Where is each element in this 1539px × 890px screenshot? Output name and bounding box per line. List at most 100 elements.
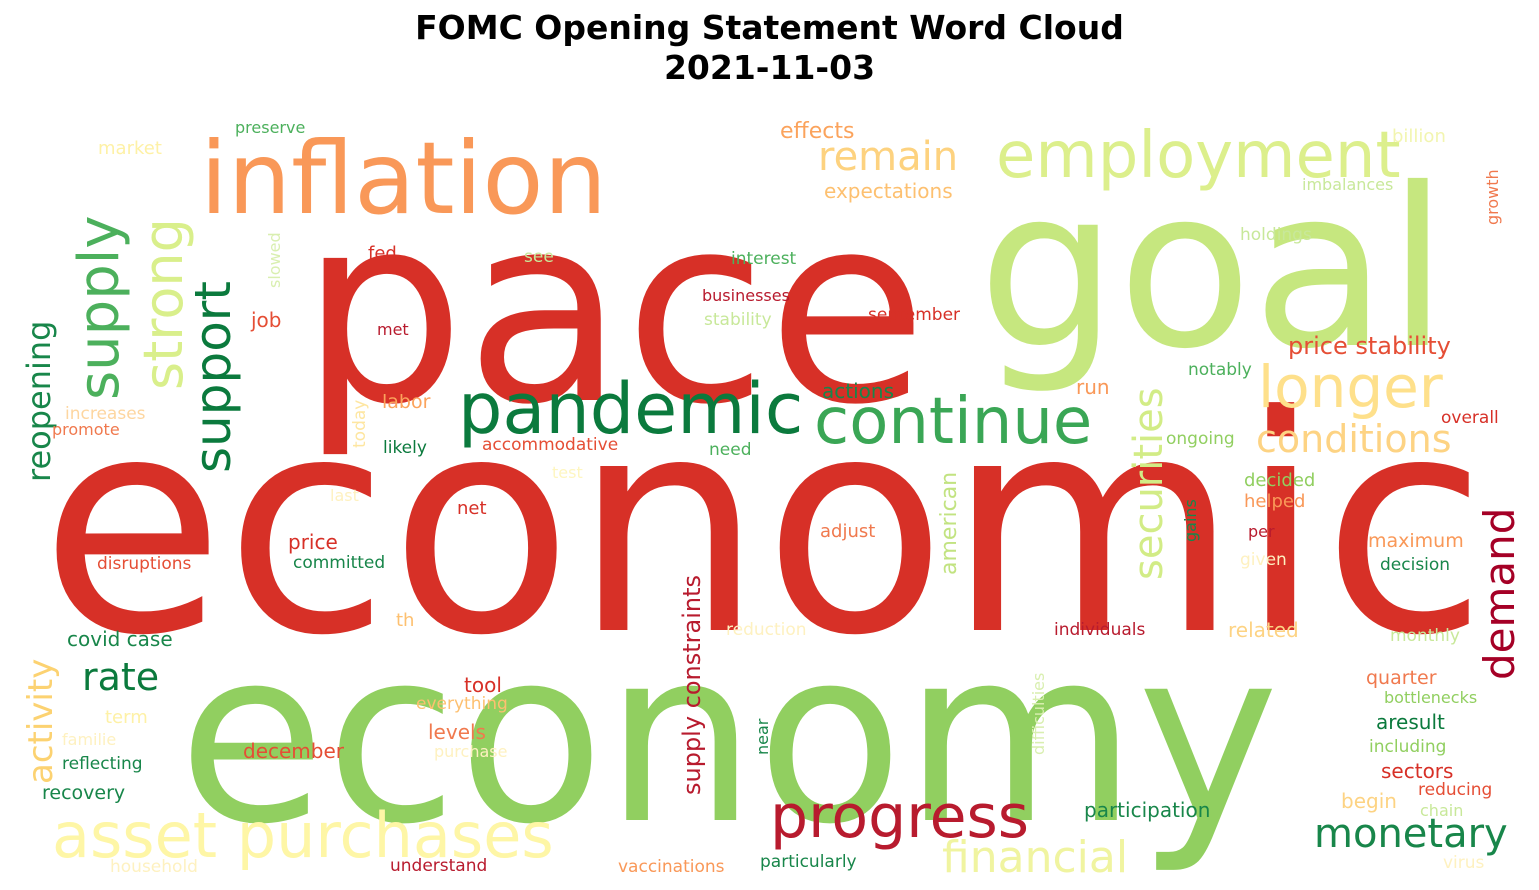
word-overall: overall [1441, 408, 1499, 428]
word-near: near [753, 718, 772, 755]
word-see: see [524, 247, 554, 267]
word-familie: familie [62, 730, 116, 749]
word-vaccinations: vaccinations [618, 857, 725, 877]
word-september: september [868, 305, 960, 325]
word-purchase: purchase [434, 742, 507, 761]
word-individuals: individuals [1054, 620, 1146, 640]
word-businesses: businesses [702, 286, 790, 305]
word-fed: fed [368, 243, 397, 264]
word-continue: continue [814, 385, 1092, 459]
word-demand: demand [1475, 508, 1524, 680]
word-securities: securities [1126, 387, 1172, 580]
word-notably: notably [1188, 360, 1252, 380]
word-employment: employment [996, 119, 1401, 193]
word-committed: committed [293, 553, 385, 573]
word-reflecting: reflecting [62, 754, 143, 774]
word-billion: billion [1392, 126, 1446, 147]
word-bottlenecks: bottlenecks [1384, 688, 1477, 707]
word-begin: begin [1341, 789, 1397, 813]
word-market: market [98, 138, 162, 159]
word-tool: tool [464, 673, 502, 697]
word-american: american [937, 472, 962, 575]
word-economic: economic [40, 352, 1487, 701]
word-support: support [184, 281, 242, 473]
word-particularly: particularly [760, 852, 857, 872]
word-financial: financial [942, 832, 1128, 883]
word-gains: gains [1181, 499, 1200, 542]
word-interest: interest [731, 249, 797, 269]
word-labor: labor [382, 391, 431, 413]
word-slowed: slowed [265, 232, 284, 288]
word-today: today [350, 400, 370, 448]
word-goal: goal [978, 141, 1448, 397]
word-expectations: expectations [824, 179, 953, 203]
word-likely: likely [383, 438, 427, 458]
word-asset-purchases: asset purchases [52, 799, 554, 872]
word-understand: understand [390, 856, 487, 876]
title-line-1: FOMC Opening Statement Word Cloud [415, 8, 1124, 47]
word-per: per [1248, 522, 1275, 541]
word-conditions: conditions [1256, 417, 1452, 461]
word-strong: strong [132, 218, 195, 390]
word-preserve: preserve [235, 118, 305, 137]
word-price: price [288, 530, 338, 554]
word-accommodative: accommodative [482, 435, 618, 455]
word-disruptions: disruptions [97, 554, 191, 574]
word-everything: everything [416, 694, 508, 714]
word-decided: decided [1244, 470, 1315, 491]
word-ongoing: ongoing [1166, 429, 1235, 449]
word-need: need [709, 440, 751, 460]
word-virus: virus [1443, 853, 1485, 873]
word-met: met [377, 320, 409, 339]
word-rate: rate [82, 655, 159, 699]
word-test: test [552, 463, 583, 482]
word-job: job [250, 308, 282, 332]
word-reopening: reopening [20, 321, 58, 482]
word-adjust: adjust [820, 521, 875, 542]
word-aresult: aresult [1376, 710, 1445, 734]
word-actions: actions [822, 379, 894, 403]
word-december: december [243, 739, 345, 763]
word-including: including [1369, 737, 1446, 757]
word-effects: effects [780, 119, 854, 144]
word-reduction: reduction [726, 620, 807, 640]
word-longer: longer [1258, 353, 1443, 421]
word-related: related [1228, 618, 1299, 642]
word-reducing: reducing [1418, 780, 1492, 800]
word-monthly: monthly [1390, 626, 1460, 646]
word-growth: growth [1483, 169, 1502, 225]
word-household: household [110, 857, 198, 877]
word-economy: economy [178, 597, 1279, 877]
word-last: last [330, 486, 359, 505]
word-sectors: sectors [1381, 759, 1453, 783]
word-monetary: monetary [1314, 811, 1508, 857]
word-term: term [105, 707, 148, 728]
word-stability: stability [704, 310, 772, 330]
title-line-2: 2021-11-03 [663, 48, 876, 87]
word-pace: pace [300, 160, 927, 462]
word-participation: participation [1084, 798, 1210, 822]
word-imbalances: imbalances [1302, 175, 1393, 194]
word-covid-case: covid case [67, 627, 173, 651]
word-progress: progress [770, 782, 1029, 852]
word-supply: supply [67, 216, 132, 400]
word-decision: decision [1380, 555, 1450, 575]
word-maximum: maximum [1368, 530, 1464, 552]
word-net: net [457, 498, 487, 519]
word-recovery: recovery [42, 782, 125, 804]
word-quarter: quarter [1366, 667, 1437, 689]
word-holdings: holdings [1240, 225, 1312, 245]
word-supply-constraints: supply constraints [678, 575, 706, 795]
word-remain: remain [818, 134, 958, 180]
word-given: given [1240, 550, 1287, 570]
word-increases: increases [65, 404, 146, 424]
word-difficulties: difficulties [1029, 673, 1048, 755]
word-levels: levels [428, 720, 486, 744]
word-helped: helped [1244, 491, 1305, 512]
word-th: th [396, 610, 414, 631]
word-price-stability: price stability [1288, 332, 1451, 360]
word-pandemic: pandemic [458, 368, 803, 450]
word-inflation: inflation [200, 120, 607, 237]
chart-title: FOMC Opening Statement Word Cloud 2021-1… [0, 8, 1539, 88]
